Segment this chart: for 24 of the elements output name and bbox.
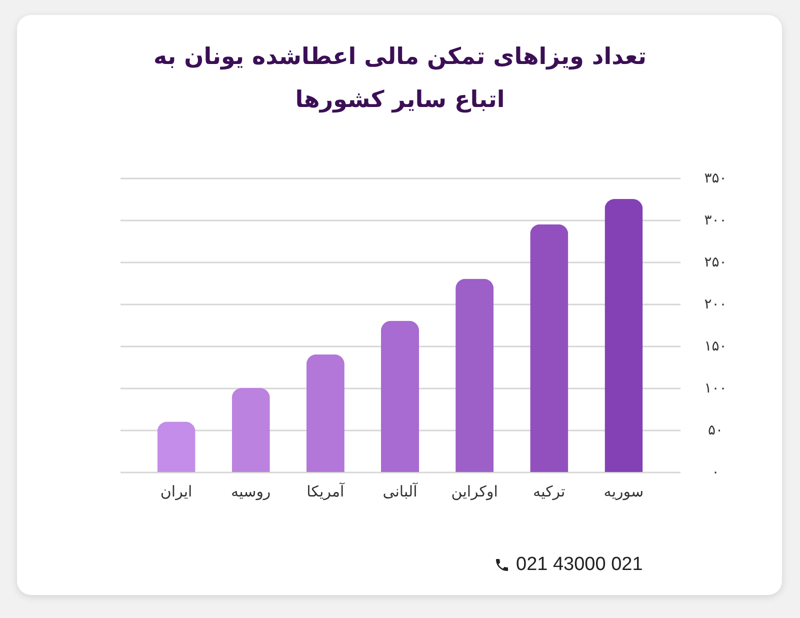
bar xyxy=(306,354,344,472)
y-tick-label: ۱۰۰ xyxy=(704,380,727,396)
y-tick-label: ۲۵۰ xyxy=(704,254,727,270)
y-tick-label: ۵۰ xyxy=(708,422,724,438)
x-tick-label: روسیه xyxy=(231,482,271,500)
x-tick-label: آلبانی xyxy=(382,482,418,500)
x-tick-label: آمریکا xyxy=(306,482,346,500)
bar xyxy=(380,320,420,472)
x-tick-label: اوکراین xyxy=(451,482,498,500)
bar xyxy=(456,278,494,472)
x-tick-label: ترکیه xyxy=(533,482,566,500)
chart-title: تعداد ویزاهای تمکن مالی اعطاشده یونان به اتباع سایر کشورها xyxy=(152,43,648,115)
y-tick-label: ۱۵۰ xyxy=(704,338,727,354)
bar xyxy=(530,224,568,472)
y-tick-label: ۳۰۰ xyxy=(704,212,727,228)
x-tick-label: سوریه xyxy=(604,482,644,500)
y-tick-label: ۰ xyxy=(712,464,720,480)
y-tick-label: ۳۵۰ xyxy=(704,170,727,186)
text: 021 43000 021 xyxy=(516,554,643,576)
y-tick-label: ۲۰۰ xyxy=(704,296,727,312)
bar xyxy=(604,199,643,472)
bar xyxy=(232,388,270,472)
x-tick-label: ایران xyxy=(160,482,192,500)
bar xyxy=(157,422,196,472)
